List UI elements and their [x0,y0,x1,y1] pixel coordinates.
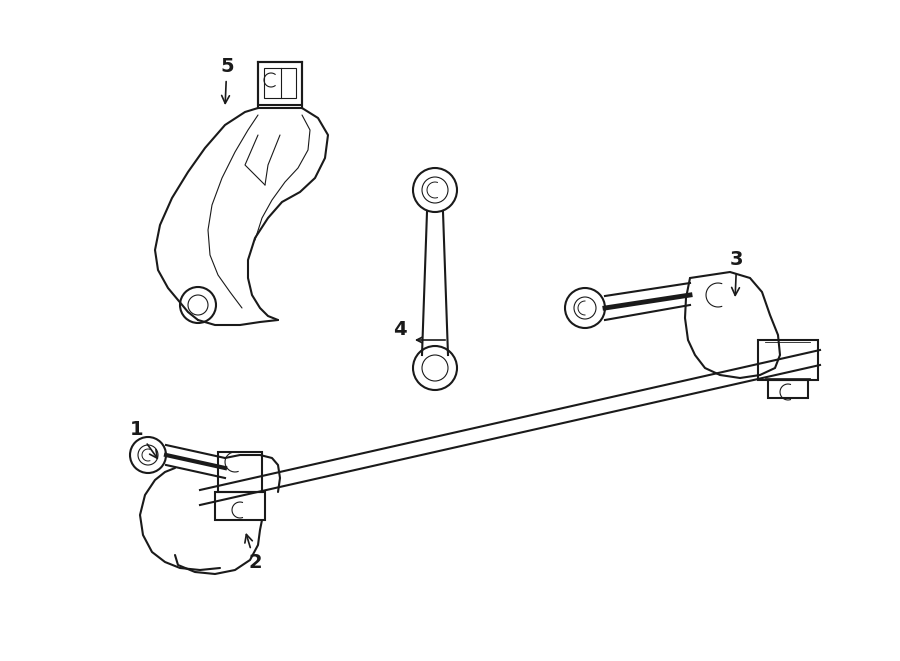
Text: 4: 4 [393,320,407,339]
Text: 5: 5 [220,57,234,103]
Text: 3: 3 [730,250,743,295]
Text: 2: 2 [245,535,262,572]
Text: 1: 1 [130,420,158,458]
